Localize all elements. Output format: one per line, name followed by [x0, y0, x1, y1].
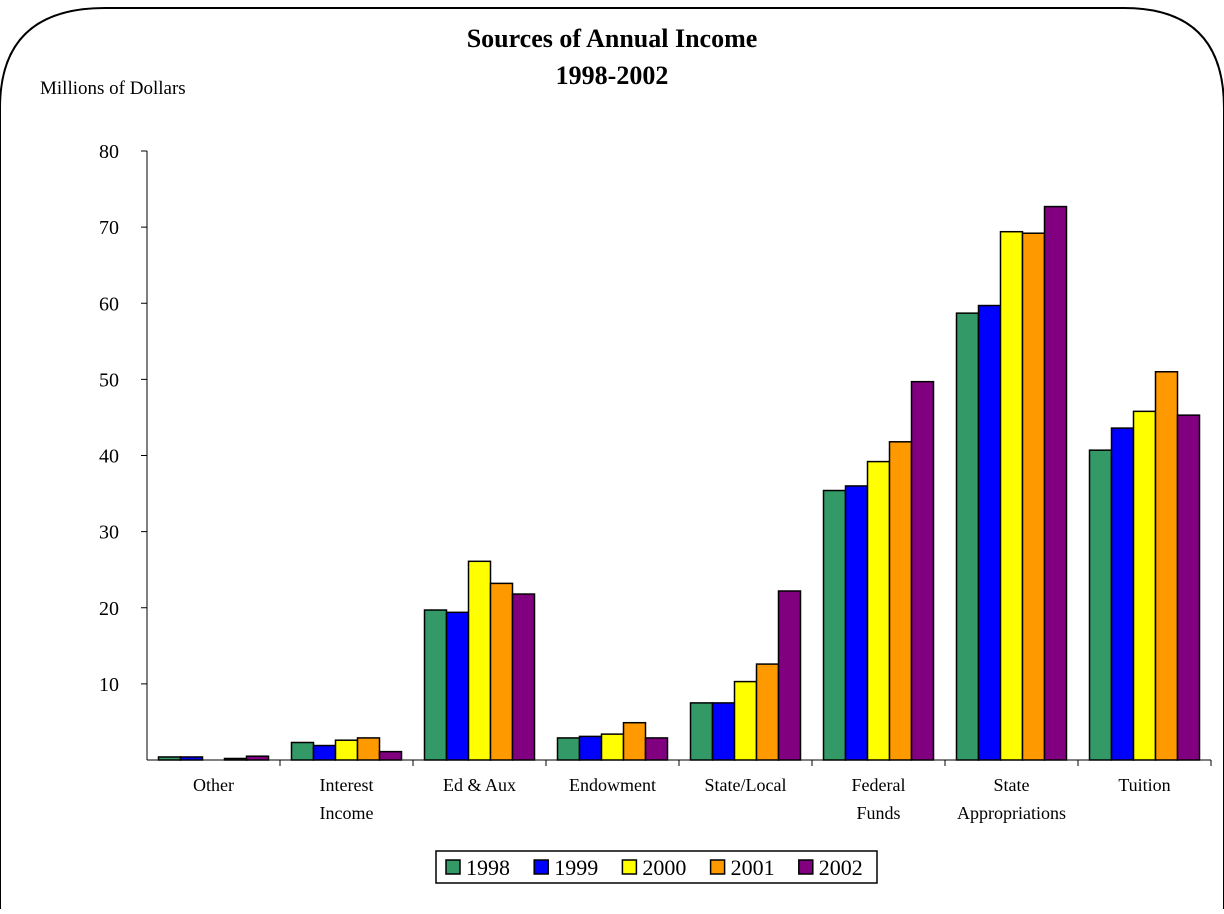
y-tick-label: 60 [99, 293, 119, 315]
bar-1998 [290, 741, 315, 761]
legend: 1998 1999 2000 2001 2002 [435, 850, 878, 884]
x-tick-label: Federal [852, 775, 906, 795]
bar-1999 [312, 744, 337, 761]
legend-label: 2001 [731, 855, 775, 880]
y-tick-label: 30 [99, 522, 119, 544]
bar-2000 [866, 460, 891, 761]
y-axis-label: Millions of Dollars [40, 78, 186, 99]
legend-label: 2000 [642, 855, 686, 880]
chart-frame [0, 7, 1224, 909]
legend-label: 2002 [819, 855, 863, 880]
bar-1998 [423, 609, 448, 761]
bar-2001 [1154, 371, 1179, 761]
x-tick-label: Endowment [569, 775, 656, 795]
y-tick-label: 20 [99, 598, 119, 620]
x-tick-label: Other [193, 775, 234, 795]
legend-swatch-2002 [798, 859, 814, 875]
bar-1999 [578, 735, 603, 761]
legend-swatch-2001 [709, 859, 726, 875]
bar-2001 [356, 737, 381, 761]
y-tick-label: 40 [99, 446, 119, 468]
bar-1999 [445, 611, 470, 761]
x-tick-label: Funds [856, 803, 900, 823]
bar-2002 [511, 593, 536, 761]
x-tick-label: Tuition [1118, 775, 1170, 795]
legend-swatch-1998 [445, 859, 461, 875]
bar-2002 [644, 737, 669, 761]
x-tick-label: State/Local [705, 775, 787, 795]
y-tick-label: 70 [99, 217, 119, 239]
bar-2002 [910, 380, 935, 761]
bar-1999 [844, 485, 869, 761]
legend-label: 1999 [554, 855, 598, 880]
plot-area: 10 20 30 40 50 60 70 80 Other Interest Income Ed & … [99, 141, 1212, 823]
bar-2000 [600, 733, 625, 761]
bar-2001 [223, 757, 248, 761]
bar-2001 [1021, 232, 1046, 761]
legend-swatch-1999 [533, 859, 549, 875]
bar-2002 [1043, 205, 1068, 761]
bar-2000 [1132, 410, 1157, 761]
bar-1998 [1088, 449, 1113, 761]
bar-2000 [334, 739, 359, 761]
bar-2000 [467, 560, 492, 761]
bar-1998 [955, 312, 980, 761]
legend-label: 1998 [466, 855, 510, 880]
bar-2002 [245, 755, 270, 761]
bar-1998 [689, 702, 714, 761]
bar-1998 [157, 756, 182, 761]
legend-swatch-2000 [621, 859, 638, 875]
x-tick-label: Interest [320, 775, 374, 795]
bar-1998 [556, 737, 581, 761]
bar-2001 [755, 663, 780, 761]
bar-1999 [1110, 427, 1135, 761]
bar-2001 [622, 721, 647, 761]
bar-2001 [888, 441, 913, 761]
bar-2000 [999, 230, 1024, 761]
y-tick-label: 10 [99, 674, 119, 696]
x-tick-label: Ed & Aux [443, 775, 516, 795]
x-tick-label: State [994, 775, 1030, 795]
chart-title: Sources of Annual Income [467, 24, 758, 53]
x-tick-label: Appropriations [957, 803, 1066, 823]
bar-2002 [378, 750, 403, 761]
y-tick-label: 50 [99, 369, 119, 391]
bar-1999 [179, 756, 204, 761]
bar-1999 [977, 304, 1002, 761]
x-tick-label: Income [320, 803, 374, 823]
bar-2000 [733, 680, 758, 761]
bar-2002 [777, 590, 802, 761]
bar-2002 [1176, 414, 1201, 761]
y-tick-label: 80 [99, 141, 119, 163]
bar-2001 [489, 582, 514, 761]
chart-subtitle: 1998-2002 [556, 61, 669, 90]
bar-1998 [822, 489, 847, 761]
bar-1999 [711, 702, 736, 761]
